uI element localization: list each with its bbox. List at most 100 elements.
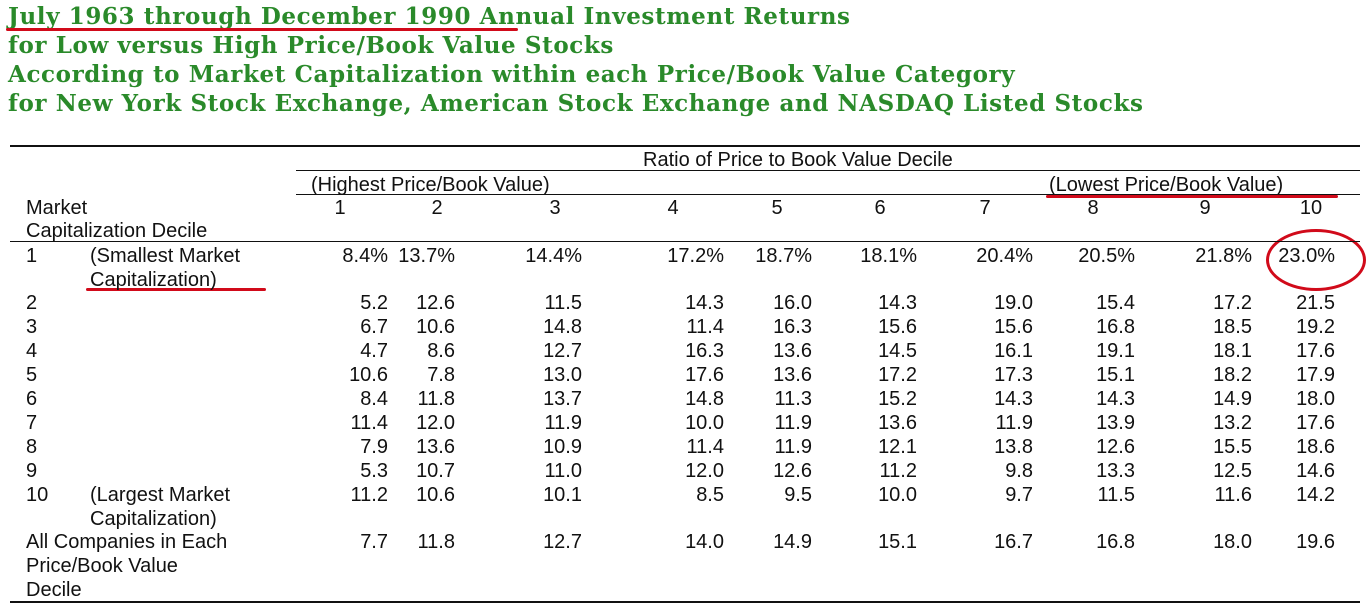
- table-cell: 13.9: [1096, 412, 1135, 434]
- lowest-pb-label: (Lowest Price/Book Value): [1049, 174, 1284, 196]
- table-cell: 21.8%: [1195, 245, 1252, 267]
- table-cell: 19.6: [1296, 531, 1335, 553]
- table-cell: 18.1: [1213, 340, 1252, 362]
- table-cell: 6.7: [360, 316, 388, 338]
- table-cell: 17.6: [1296, 340, 1335, 362]
- column-header: 6: [874, 197, 886, 219]
- row-note: Capitalization): [90, 269, 217, 291]
- title-line-1: July 1963 through December 1990 Annual I…: [8, 3, 851, 30]
- row-label: 7: [26, 412, 38, 434]
- column-header: 8: [1087, 197, 1099, 219]
- table-cell: 20.5%: [1078, 245, 1135, 267]
- table-cell: 14.3: [994, 388, 1033, 410]
- table-cell: 9.7: [1005, 484, 1033, 506]
- table-cell: 17.6: [1296, 412, 1335, 434]
- table-cell: 11.0: [544, 460, 582, 482]
- title-block: July 1963 through December 1990 Annual I…: [8, 2, 1144, 118]
- table-cell: 14.3: [878, 292, 917, 314]
- row-label: 5: [26, 364, 38, 386]
- table-cell: 11.6: [1214, 484, 1252, 506]
- table-cell: 14.0: [685, 531, 724, 553]
- all-companies-label: Decile: [26, 579, 82, 601]
- table-cell: 16.8: [1096, 531, 1135, 553]
- table-cell: 12.6: [1096, 436, 1135, 458]
- row-label: 9: [26, 460, 38, 482]
- table-cell: 17.9: [1296, 364, 1335, 386]
- table-cell: 16.8: [1096, 316, 1135, 338]
- table-cell: 10.0: [685, 412, 724, 434]
- table-cell: 13.0: [543, 364, 582, 386]
- table-cell: 13.6: [773, 340, 812, 362]
- table-cell: 12.0: [416, 412, 455, 434]
- table-cell: 11.2: [350, 484, 388, 506]
- table-cell: 15.6: [994, 316, 1033, 338]
- super-header-rule: [296, 170, 1360, 171]
- table-cell: 11.9: [995, 412, 1033, 434]
- table-cell: 10.6: [416, 484, 455, 506]
- row-note: Capitalization): [90, 508, 217, 530]
- column-header: 5: [771, 197, 783, 219]
- highlight-circle: [1266, 229, 1366, 291]
- table-cell: 5.2: [360, 292, 388, 314]
- table-cell: 11.9: [774, 436, 812, 458]
- table-cell: 16.0: [773, 292, 812, 314]
- table-cell: 12.6: [773, 460, 812, 482]
- highest-pb-label: (Highest Price/Book Value): [311, 174, 550, 196]
- table-cell: 11.2: [879, 460, 917, 482]
- column-header: 7: [979, 197, 991, 219]
- table-cell: 14.3: [685, 292, 724, 314]
- table-cell: 5.3: [360, 460, 388, 482]
- title-line-4: for New York Stock Exchange, American St…: [8, 90, 1144, 117]
- table-cell: 15.2: [878, 388, 917, 410]
- table-cell: 17.2: [1213, 292, 1252, 314]
- table-cell: 12.7: [543, 531, 582, 553]
- table-cell: 17.2%: [667, 245, 724, 267]
- table-cell: 19.1: [1096, 340, 1135, 362]
- smallest-cap-underline: [86, 288, 266, 291]
- table-cell: 11.8: [417, 531, 455, 553]
- column-header: 10: [1299, 197, 1323, 219]
- group-header-rule: [296, 194, 1360, 195]
- all-companies-label: All Companies in Each: [26, 531, 228, 553]
- table-top-rule: [10, 145, 1360, 147]
- table-cell: 8.6: [427, 340, 455, 362]
- row-label: 2: [26, 292, 38, 314]
- table-cell: 11.9: [774, 412, 812, 434]
- table-cell: 8.5: [696, 484, 724, 506]
- row-label: 1: [26, 245, 38, 267]
- table-cell: 18.2: [1213, 364, 1252, 386]
- table-cell: 10.9: [543, 436, 582, 458]
- table-cell: 14.8: [543, 316, 582, 338]
- table-cell: 11.4: [686, 436, 724, 458]
- column-header: 1: [334, 197, 346, 219]
- table-cell: 12.5: [1213, 460, 1252, 482]
- table-cell: 11.4: [686, 316, 724, 338]
- table-cell: 7.8: [427, 364, 455, 386]
- table-cell: 12.7: [543, 340, 582, 362]
- table-cell: 21.5: [1296, 292, 1335, 314]
- row-label: 3: [26, 316, 38, 338]
- table-cell: 18.0: [1213, 531, 1252, 553]
- table-cell: 17.6: [685, 364, 724, 386]
- header-bottom-rule: [10, 241, 1360, 242]
- table-cell: 10.7: [416, 460, 455, 482]
- table-cell: 14.2: [1296, 484, 1335, 506]
- table-cell: 13.6: [416, 436, 455, 458]
- table-cell: 16.3: [685, 340, 724, 362]
- table-cell: 15.6: [878, 316, 917, 338]
- table-cell: 14.8: [685, 388, 724, 410]
- table-cell: 14.3: [1096, 388, 1135, 410]
- row-note: (Smallest Market: [90, 245, 241, 267]
- table-cell: 14.9: [773, 531, 812, 553]
- table-cell: 15.1: [1096, 364, 1135, 386]
- table-cell: 10.6: [349, 364, 388, 386]
- table-cell: 23.0%: [1278, 245, 1335, 267]
- super-header: Ratio of Price to Book Value Decile: [643, 149, 953, 171]
- table-cell: 18.7%: [755, 245, 812, 267]
- table-cell: 10.1: [543, 484, 582, 506]
- row-label: 8: [26, 436, 38, 458]
- table-cell: 11.5: [1097, 484, 1135, 506]
- table-cell: 12.0: [685, 460, 724, 482]
- table-bottom-rule: [10, 601, 1360, 603]
- column-header: 2: [431, 197, 443, 219]
